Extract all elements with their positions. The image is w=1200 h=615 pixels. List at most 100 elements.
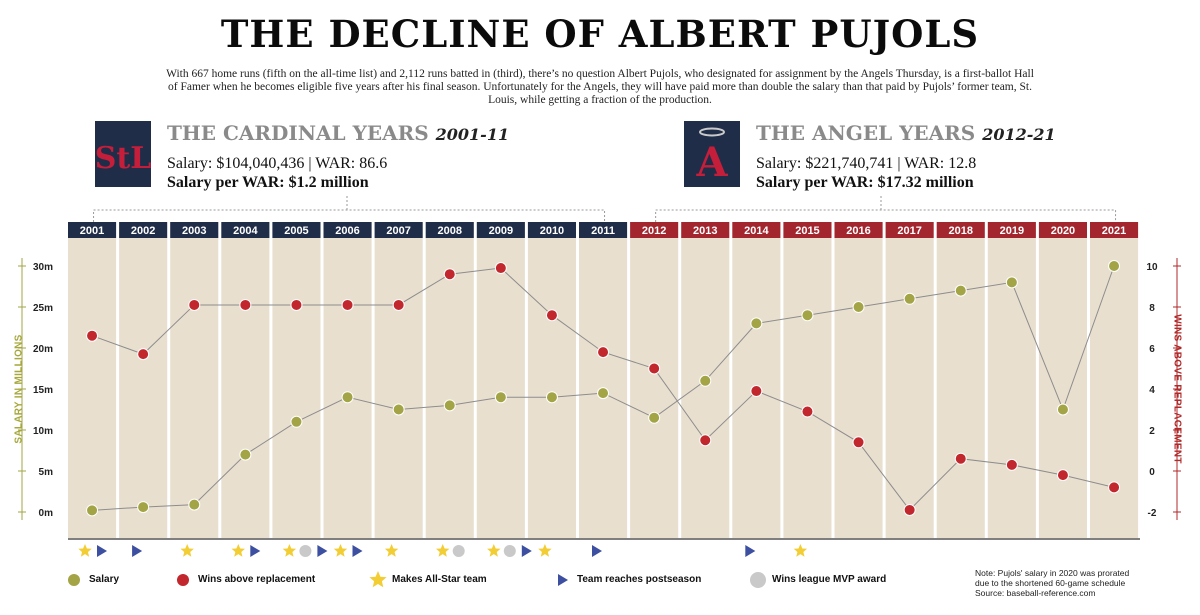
- cardinals-salary-per-war: Salary per WAR: $1.2 million: [167, 174, 369, 191]
- postseason-marker: [592, 545, 602, 557]
- year-header-cell: [221, 222, 270, 238]
- chart-title: THE DECLINE OF ALBERT PUJOLS: [220, 12, 980, 56]
- year-header-cell: [119, 222, 168, 238]
- left-tick-label: 10m: [33, 426, 53, 437]
- year-header-cell: [527, 222, 576, 238]
- year-header-cell: [732, 222, 781, 238]
- year-column: [834, 238, 883, 538]
- war-point: [494, 262, 507, 275]
- year-column: [170, 238, 219, 538]
- source-note: Note: Pujols' salary in 2020 was prorate…: [975, 568, 1195, 598]
- angels-panel: A THE ANGEL YEARS 2012-21 Salary: $221,7…: [684, 121, 1154, 191]
- postseason-marker: [521, 545, 532, 557]
- salary-point: [239, 448, 252, 461]
- left-tick-label: 0m: [39, 508, 54, 519]
- mvp-marker: [299, 545, 312, 557]
- year-header-cell: [170, 222, 219, 238]
- war-point: [443, 268, 456, 281]
- legend-war-label: Wins above replacement: [198, 574, 316, 585]
- legend-allstar-label: Makes All-Star team: [392, 574, 487, 585]
- right-tick-label: 4: [1149, 385, 1155, 396]
- left-tick-label: 5m: [39, 467, 54, 478]
- right-tick-label: 6: [1149, 344, 1155, 355]
- allstar-star: [436, 544, 450, 557]
- year-label: 2009: [489, 225, 513, 237]
- mvp-marker: [503, 545, 516, 557]
- right-tick-label: 0: [1149, 467, 1155, 478]
- year-header-cell: [579, 222, 628, 238]
- war-point: [954, 452, 967, 465]
- series-points: [86, 260, 1121, 517]
- allstar-star: [180, 544, 194, 557]
- postseason-marker: [97, 545, 107, 557]
- year-label: 2016: [846, 225, 870, 237]
- year-label: 2018: [949, 225, 973, 237]
- salary-point: [494, 391, 507, 404]
- year-column: [681, 238, 730, 538]
- legend-mvp-swatch: [750, 572, 766, 588]
- year-label: 2014: [744, 225, 769, 237]
- postseason-marker: [132, 545, 143, 557]
- salary-point: [392, 403, 405, 416]
- war-point: [699, 434, 712, 447]
- angels-years: 2012-21: [982, 125, 1056, 144]
- axis-ticks: 0m 5m 10m 15m 20m 25m 30m -2 0 2 4 6 8 10: [18, 258, 1181, 520]
- intro-paragraph: With 667 home runs (fifth on the all-tim…: [166, 68, 1034, 106]
- cardinals-heading: THE CARDINAL YEARS 2001-11: [167, 121, 509, 145]
- year-column: [1038, 238, 1087, 538]
- war-point: [1005, 458, 1018, 471]
- salary-point: [86, 504, 99, 517]
- cardinals-logo: StL: [95, 121, 151, 187]
- year-column: [68, 238, 117, 538]
- salary-point: [341, 391, 354, 404]
- year-header-cell: [425, 222, 474, 238]
- postseason-marker: [317, 545, 328, 557]
- war-point: [750, 385, 763, 398]
- note-line-2: due to the shortened 60-game schedule: [975, 578, 1126, 588]
- year-label: 2003: [182, 225, 206, 237]
- allstar-star: [538, 544, 552, 557]
- year-header-cell: [1038, 222, 1087, 238]
- left-tick-label: 30m: [33, 262, 53, 273]
- salary-point: [1108, 260, 1121, 272]
- salary-point: [545, 391, 558, 404]
- year-column: [783, 238, 832, 538]
- year-label: 2017: [897, 225, 921, 237]
- war-point: [239, 298, 252, 311]
- year-label: 2002: [131, 225, 155, 237]
- angels-heading: THE ANGEL YEARS 2012-21: [756, 121, 1056, 145]
- legend-war-swatch: [177, 574, 189, 586]
- legend-markers: [68, 571, 766, 588]
- y-axis-left-label-box: SALARY IN MILLIONS: [12, 266, 26, 512]
- angels-heading-text: THE ANGEL YEARS: [756, 121, 976, 145]
- year-column: [630, 238, 679, 538]
- year-label: 2019: [1000, 225, 1024, 237]
- cardinals-heading-text: THE CARDINAL YEARS: [167, 121, 429, 145]
- year-column: [476, 238, 525, 538]
- year-header-cell: [272, 222, 321, 238]
- war-point: [648, 362, 661, 375]
- year-header-cell: [885, 222, 934, 238]
- year-label: 2006: [335, 225, 359, 237]
- angels-salary-per-war: Salary per WAR: $17.32 million: [756, 174, 974, 191]
- year-panels: [68, 238, 1139, 538]
- legend-salary-label: Salary: [89, 574, 120, 585]
- war-point: [852, 436, 865, 449]
- war-point: [545, 309, 558, 322]
- year-header-cell: [630, 222, 679, 238]
- year-column: [374, 238, 423, 538]
- right-tick-label: 8: [1149, 303, 1155, 314]
- legend-mvp-label: Wins league MVP award: [772, 574, 887, 585]
- postseason-marker: [250, 545, 261, 557]
- year-label: 2010: [540, 225, 564, 237]
- salary-point: [1056, 403, 1069, 416]
- salary-point: [954, 284, 967, 297]
- year-header-cell: [1090, 222, 1139, 238]
- y-axis-right-label-box: WINS ABOVE REPLACEMENT: [1170, 266, 1184, 512]
- year-label: 2008: [438, 225, 462, 237]
- cardinals-bracket: [93, 194, 606, 222]
- angels-logo: A: [684, 121, 740, 187]
- year-column: [527, 238, 576, 538]
- year-header-cell: [987, 222, 1036, 238]
